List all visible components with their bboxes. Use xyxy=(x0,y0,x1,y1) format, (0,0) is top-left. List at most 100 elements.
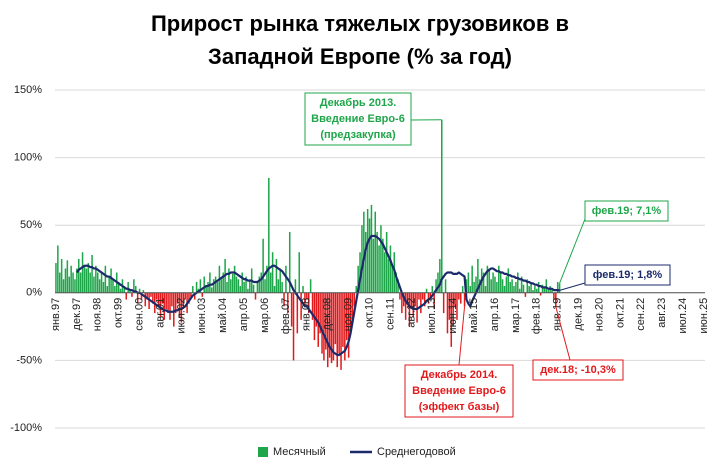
x-tick-label: янв.08 xyxy=(301,298,313,331)
bar xyxy=(205,286,207,293)
bar xyxy=(176,292,179,304)
bar xyxy=(545,279,548,293)
bar xyxy=(532,290,534,293)
bar xyxy=(178,292,181,318)
x-tick-label: мар.17 xyxy=(510,298,522,333)
bar xyxy=(142,290,145,293)
bar xyxy=(397,279,399,293)
bar xyxy=(203,276,205,293)
bar xyxy=(302,286,304,293)
bar xyxy=(112,279,114,293)
bar xyxy=(60,259,63,293)
annotation-text: Введение Евро-6 xyxy=(311,113,405,125)
bar xyxy=(448,292,451,320)
annotation-text: дек.18; -10,3% xyxy=(540,364,616,376)
bar xyxy=(551,288,553,293)
bar xyxy=(408,292,411,327)
bar xyxy=(91,254,93,293)
bar xyxy=(332,292,335,361)
bar xyxy=(239,286,242,293)
bar xyxy=(345,292,348,341)
bar xyxy=(249,279,251,293)
bar xyxy=(484,286,487,293)
bar xyxy=(376,231,378,293)
y-tick-label: 50% xyxy=(20,219,42,231)
x-tick-label: окт.99 xyxy=(113,298,125,328)
bar xyxy=(517,272,519,293)
bar xyxy=(383,252,386,293)
bar xyxy=(256,281,259,293)
legend-label: Среднегодовой xyxy=(377,446,456,458)
bar xyxy=(458,292,460,300)
bar xyxy=(454,292,456,307)
bar xyxy=(465,279,468,293)
x-tick-label: фев.07 xyxy=(280,298,292,334)
bar xyxy=(359,252,361,293)
bar xyxy=(469,286,472,293)
bar xyxy=(288,231,291,293)
bar xyxy=(334,292,337,345)
bar xyxy=(522,284,525,293)
bar xyxy=(199,279,202,293)
bar xyxy=(216,281,219,293)
bar xyxy=(537,281,540,293)
bar xyxy=(95,265,97,293)
bar xyxy=(368,218,371,293)
bar xyxy=(347,292,350,358)
bar xyxy=(309,279,312,293)
bar xyxy=(190,292,192,297)
bar xyxy=(138,288,141,293)
bar xyxy=(446,292,449,334)
bar xyxy=(515,281,517,293)
bar xyxy=(271,252,274,293)
annotation-connector xyxy=(559,282,586,291)
bar xyxy=(182,292,185,307)
bar xyxy=(192,286,194,293)
bar xyxy=(477,259,479,293)
bar xyxy=(85,268,88,293)
bar xyxy=(543,287,546,293)
bar xyxy=(220,279,223,293)
bar xyxy=(167,292,169,314)
bar xyxy=(423,292,426,307)
x-tick-label: июн.03 xyxy=(196,298,208,334)
bar xyxy=(135,286,137,293)
bar xyxy=(281,281,283,293)
bar xyxy=(269,272,272,293)
bar xyxy=(55,263,57,293)
bar xyxy=(486,265,489,293)
x-tick-label: авг.01 xyxy=(154,298,166,328)
bar xyxy=(298,252,300,293)
x-tick-label: ноя.98 xyxy=(92,298,104,331)
bar xyxy=(439,259,441,293)
bar xyxy=(260,272,262,293)
bar xyxy=(243,281,245,293)
bar xyxy=(351,292,354,320)
bar xyxy=(357,265,359,293)
chart-title: Западной Европе (% за год) xyxy=(208,44,512,69)
bar xyxy=(372,238,375,293)
bar xyxy=(119,288,122,293)
annotation-text: Введение Евро-6 xyxy=(412,385,506,397)
bar xyxy=(100,272,103,293)
y-tick-label: -100% xyxy=(10,422,42,434)
x-tick-label: апр.05 xyxy=(238,298,250,331)
chart-title: Прирост рынка тяжелых грузовиков в xyxy=(151,11,569,36)
bar xyxy=(241,272,243,293)
legend-label: Месячный xyxy=(273,446,326,458)
annotation-box xyxy=(304,92,412,146)
bar xyxy=(503,286,506,293)
line xyxy=(75,234,560,357)
bar xyxy=(473,281,475,293)
bar xyxy=(325,292,327,350)
bar xyxy=(353,292,356,307)
bar xyxy=(273,286,276,293)
bar xyxy=(307,292,310,314)
bar xyxy=(214,276,217,293)
bar xyxy=(524,292,527,297)
bar xyxy=(74,279,76,293)
bar xyxy=(159,292,162,318)
annotation-connector xyxy=(555,306,571,361)
bar xyxy=(296,292,299,334)
